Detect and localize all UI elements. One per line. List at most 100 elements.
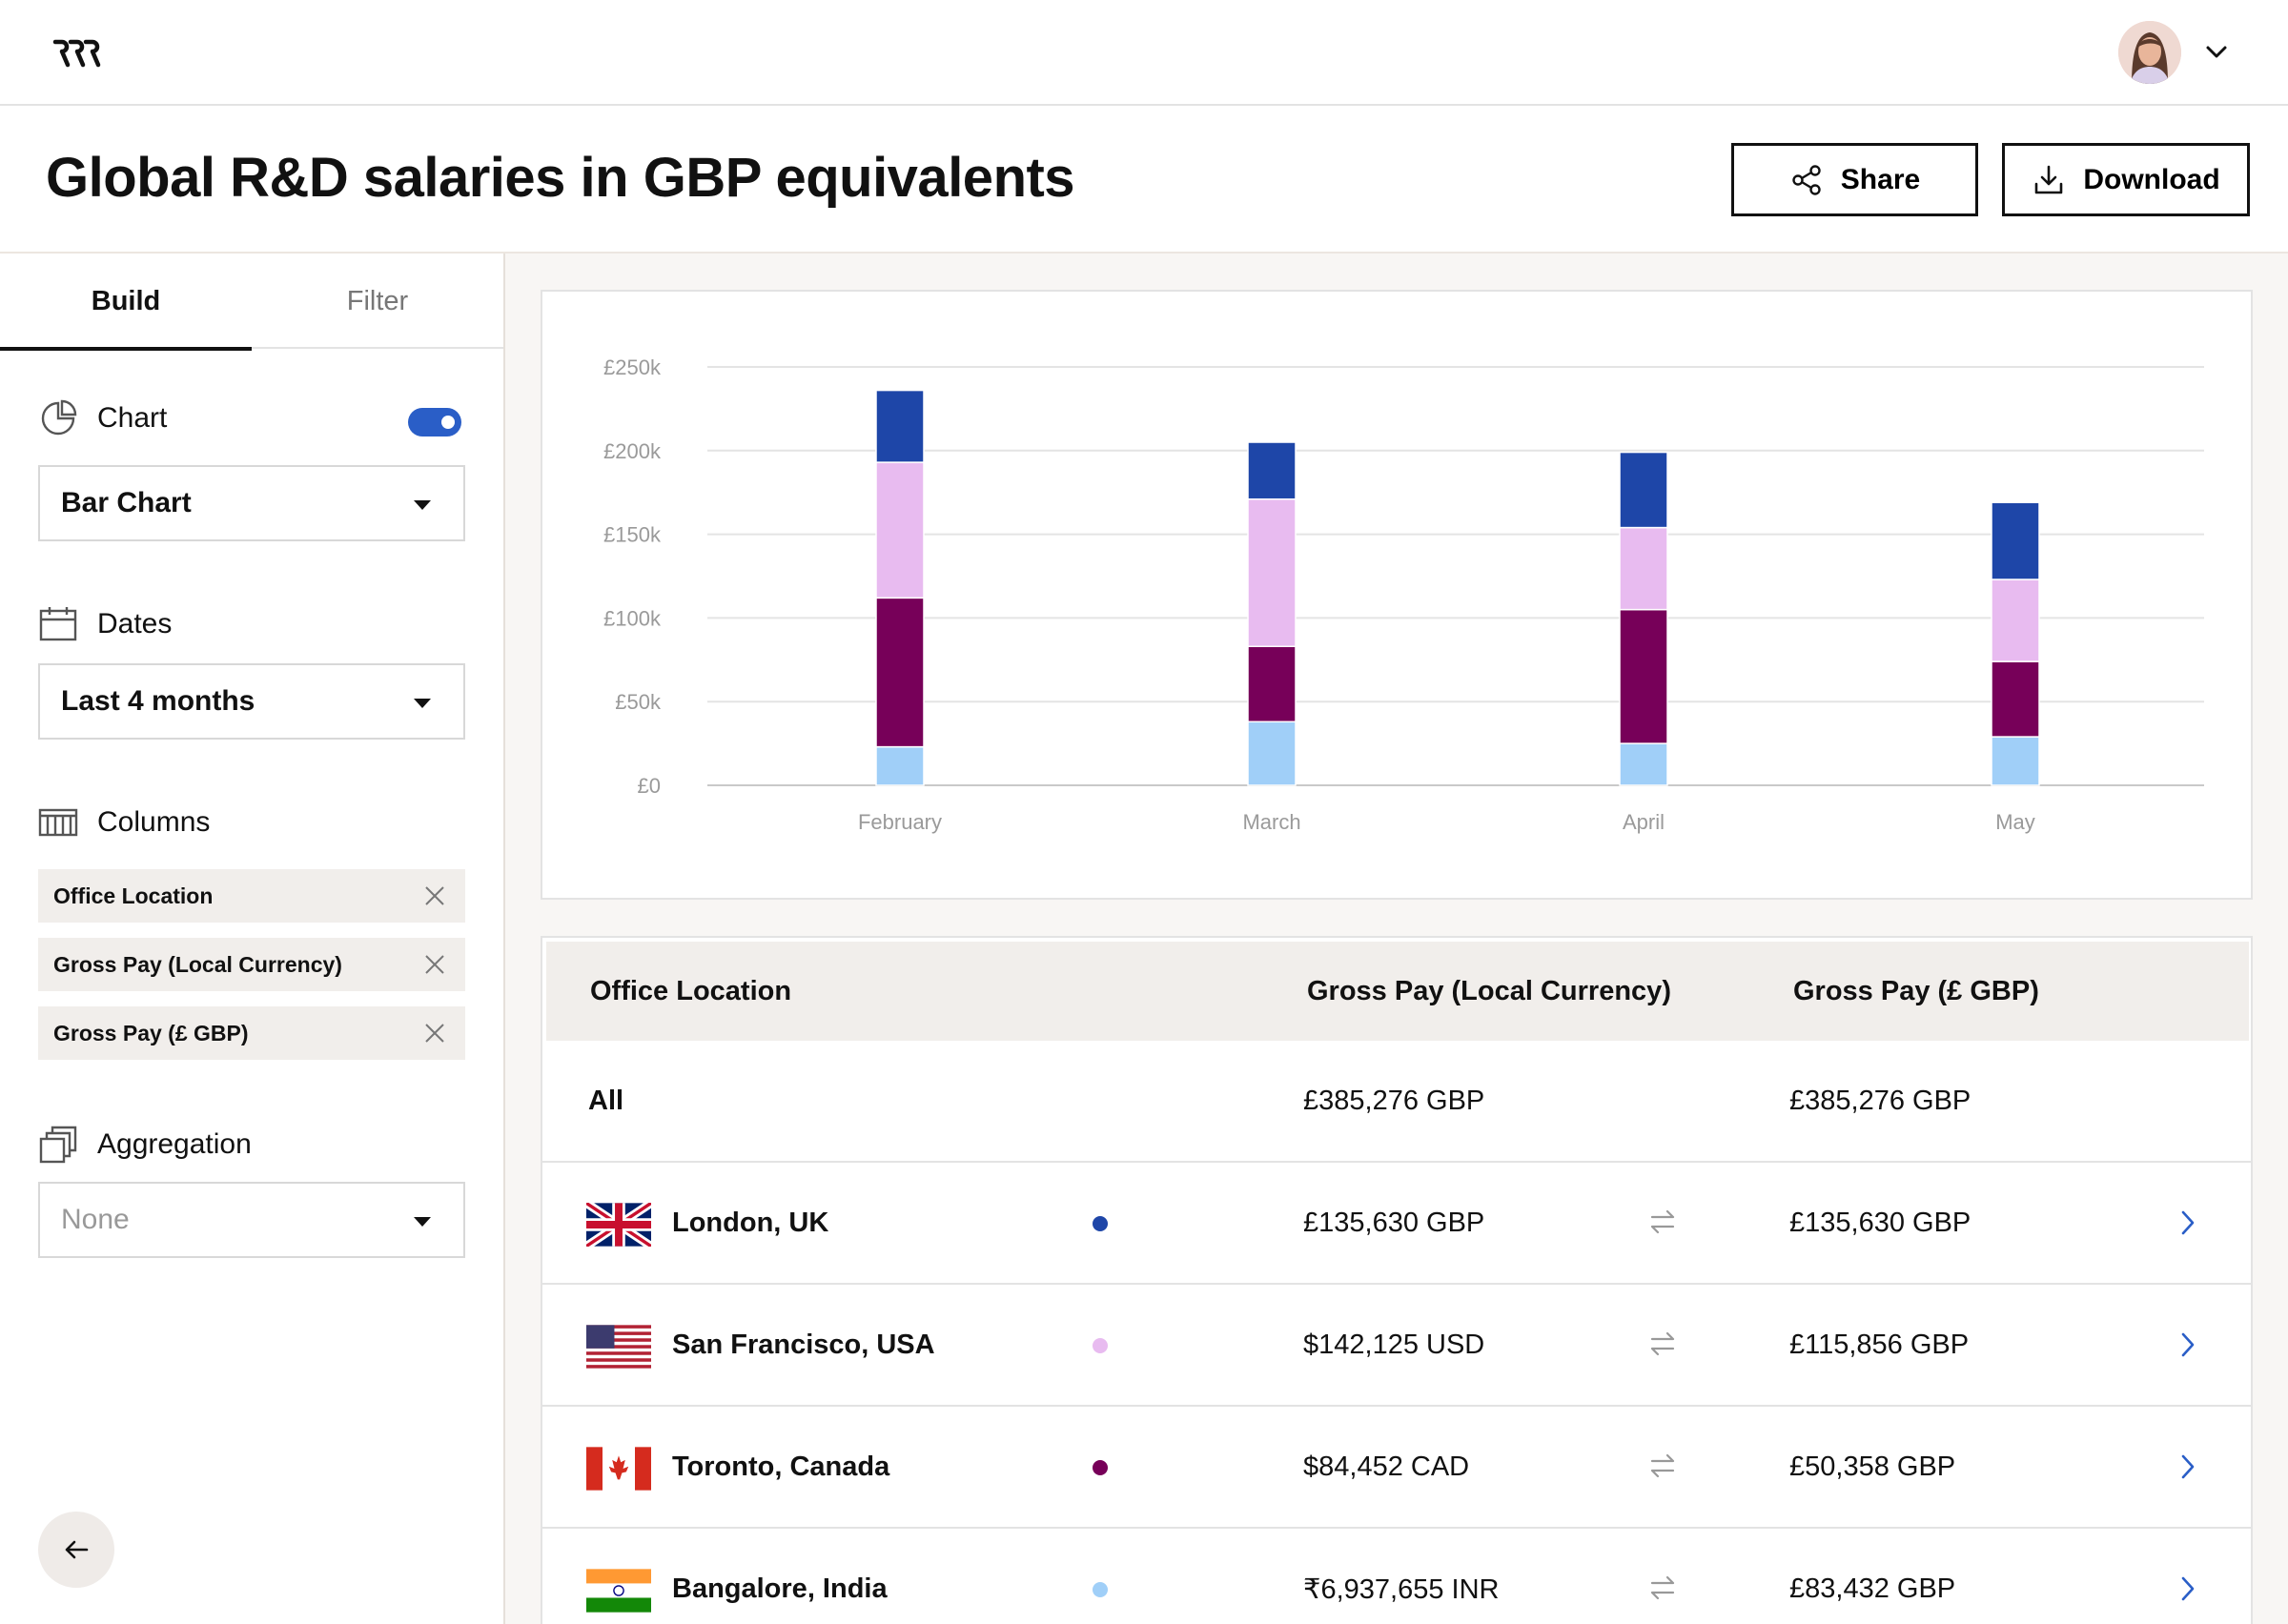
currency-swap-icon xyxy=(1650,1453,1675,1478)
header-office-location[interactable]: Office Location xyxy=(590,975,792,1006)
x-tick-label: March xyxy=(1242,810,1300,834)
row-gbp-pay: £83,432 GBP xyxy=(1789,1573,1956,1604)
chart-section-label: Chart xyxy=(38,398,167,438)
calendar-icon xyxy=(39,607,77,641)
dates-label: Dates xyxy=(97,608,173,639)
y-tick-label: £0 xyxy=(638,774,661,798)
bar-segment xyxy=(875,389,925,463)
download-button[interactable]: Download xyxy=(2002,143,2250,216)
currency-swap-icon xyxy=(1650,1575,1675,1600)
remove-column-icon[interactable] xyxy=(423,1022,446,1045)
table-columns-icon xyxy=(38,808,78,837)
row-gbp-pay: £50,358 GBP xyxy=(1789,1451,1956,1482)
aggregation-select[interactable]: None xyxy=(38,1182,465,1258)
columns-section-label: Columns xyxy=(38,802,210,842)
account-menu-chevron-icon[interactable] xyxy=(2204,42,2229,61)
column-chip-label: Gross Pay (Local Currency) xyxy=(53,951,342,977)
arrow-left-icon xyxy=(65,1540,89,1559)
dropdown-arrow-icon xyxy=(414,500,431,510)
bar-segment xyxy=(875,745,925,786)
row-location: San Francisco, USA xyxy=(672,1329,935,1360)
table-row-summary: All £385,276 GBP £385,276 GBP xyxy=(542,1041,2251,1163)
row-location: Bangalore, India xyxy=(672,1573,888,1604)
bar-chart: £250k £200k £150k £100k £50k £0 February March A… xyxy=(603,355,2204,834)
bar-segment xyxy=(1991,579,2040,662)
download-icon xyxy=(2035,165,2063,193)
aggregation-value: None xyxy=(61,1204,130,1235)
chart-label: Chart xyxy=(97,402,168,434)
chart-toggle[interactable] xyxy=(408,408,461,436)
row-location: London, UK xyxy=(672,1207,829,1238)
row-gbp-pay: £115,856 GBP xyxy=(1789,1329,1970,1360)
series-color-dot xyxy=(1093,1216,1108,1231)
row-local-pay: £135,630 GBP xyxy=(1303,1207,1485,1238)
top-bar xyxy=(0,0,2288,106)
uk-flag-icon xyxy=(586,1203,651,1247)
y-tick-label: £200k xyxy=(603,439,662,463)
remove-column-icon[interactable] xyxy=(423,953,446,976)
bar-segment xyxy=(1991,660,2040,738)
bar-segment xyxy=(1619,526,1668,611)
bar-segment xyxy=(1991,501,2040,580)
dates-section-label: Dates xyxy=(38,604,172,644)
table-row[interactable]: Bangalore, India ₹6,937,655 INR £83,432 … xyxy=(542,1529,2251,1624)
bar-segment xyxy=(1247,497,1297,648)
chevron-right-icon[interactable] xyxy=(2178,1452,2197,1481)
share-icon xyxy=(1792,164,1821,195)
table-row[interactable]: San Francisco, USA $142,125 USD £115,856… xyxy=(542,1285,2251,1407)
chart-type-select[interactable]: Bar Chart xyxy=(38,465,465,541)
bar-segment xyxy=(875,597,925,748)
pie-chart-icon xyxy=(41,399,77,436)
column-chip: Gross Pay (£ GBP) xyxy=(38,1006,465,1060)
us-flag-icon xyxy=(586,1325,651,1369)
bar-segment xyxy=(1619,608,1668,744)
summary-location: All xyxy=(588,1085,624,1116)
series-color-dot xyxy=(1093,1338,1108,1353)
bar-segment xyxy=(1619,742,1668,786)
row-local-pay: ₹6,937,655 INR xyxy=(1303,1573,1500,1605)
dates-select[interactable]: Last 4 months xyxy=(38,663,465,740)
summary-local-pay: £385,276 GBP xyxy=(1303,1085,1485,1116)
currency-swap-icon xyxy=(1650,1331,1675,1356)
user-avatar[interactable] xyxy=(2118,21,2181,84)
table-row[interactable]: Toronto, Canada $84,452 CAD £50,358 GBP xyxy=(542,1407,2251,1529)
bar-segment xyxy=(1247,441,1297,500)
y-tick-label: £100k xyxy=(603,606,662,630)
chevron-right-icon[interactable] xyxy=(2178,1330,2197,1359)
series-color-dot xyxy=(1093,1460,1108,1475)
tab-build[interactable]: Build xyxy=(0,254,252,351)
dates-value: Last 4 months xyxy=(61,685,255,717)
chevron-right-icon[interactable] xyxy=(2178,1574,2197,1603)
main-content: £250k £200k £150k £100k £50k £0 February March A… xyxy=(505,254,2288,1624)
y-tick-label: £250k xyxy=(603,355,662,379)
dropdown-arrow-icon xyxy=(414,699,431,708)
bar-segment xyxy=(1991,736,2040,786)
sidebar-tabs: Build Filter xyxy=(0,254,503,351)
download-button-label: Download xyxy=(2083,163,2220,195)
brand-logo-icon[interactable] xyxy=(51,36,101,71)
bar-segment xyxy=(875,461,925,599)
row-local-pay: $142,125 USD xyxy=(1303,1329,1485,1360)
row-location: Toronto, Canada xyxy=(672,1451,890,1482)
page-title: Global R&D salaries in GBP equivalents xyxy=(46,147,1075,209)
share-button-label: Share xyxy=(1840,163,1921,195)
remove-column-icon[interactable] xyxy=(423,884,446,907)
header-gross-pay-local[interactable]: Gross Pay (Local Currency) xyxy=(1307,975,1671,1006)
chevron-right-icon[interactable] xyxy=(2178,1208,2197,1237)
column-chip: Gross Pay (Local Currency) xyxy=(38,938,465,991)
chart-type-value: Bar Chart xyxy=(61,487,192,518)
share-button[interactable]: Share xyxy=(1731,143,1978,216)
x-tick-label: April xyxy=(1623,810,1665,834)
bar-segment xyxy=(1247,721,1297,786)
column-chip-label: Office Location xyxy=(53,883,214,908)
tab-filter[interactable]: Filter xyxy=(346,285,409,316)
row-gbp-pay: £135,630 GBP xyxy=(1789,1207,1971,1238)
table-row[interactable]: London, UK £135,630 GBP £135,630 GBP xyxy=(542,1163,2251,1285)
x-tick-label: May xyxy=(1995,810,2035,834)
bar-segment xyxy=(1247,645,1297,723)
series-color-dot xyxy=(1093,1582,1108,1597)
header-gross-pay-gbp[interactable]: Gross Pay (£ GBP) xyxy=(1793,975,2039,1006)
summary-gbp-pay: £385,276 GBP xyxy=(1789,1085,1971,1116)
table-header: Office Location Gross Pay (Local Currenc… xyxy=(546,942,2249,1041)
back-button[interactable] xyxy=(38,1512,114,1588)
